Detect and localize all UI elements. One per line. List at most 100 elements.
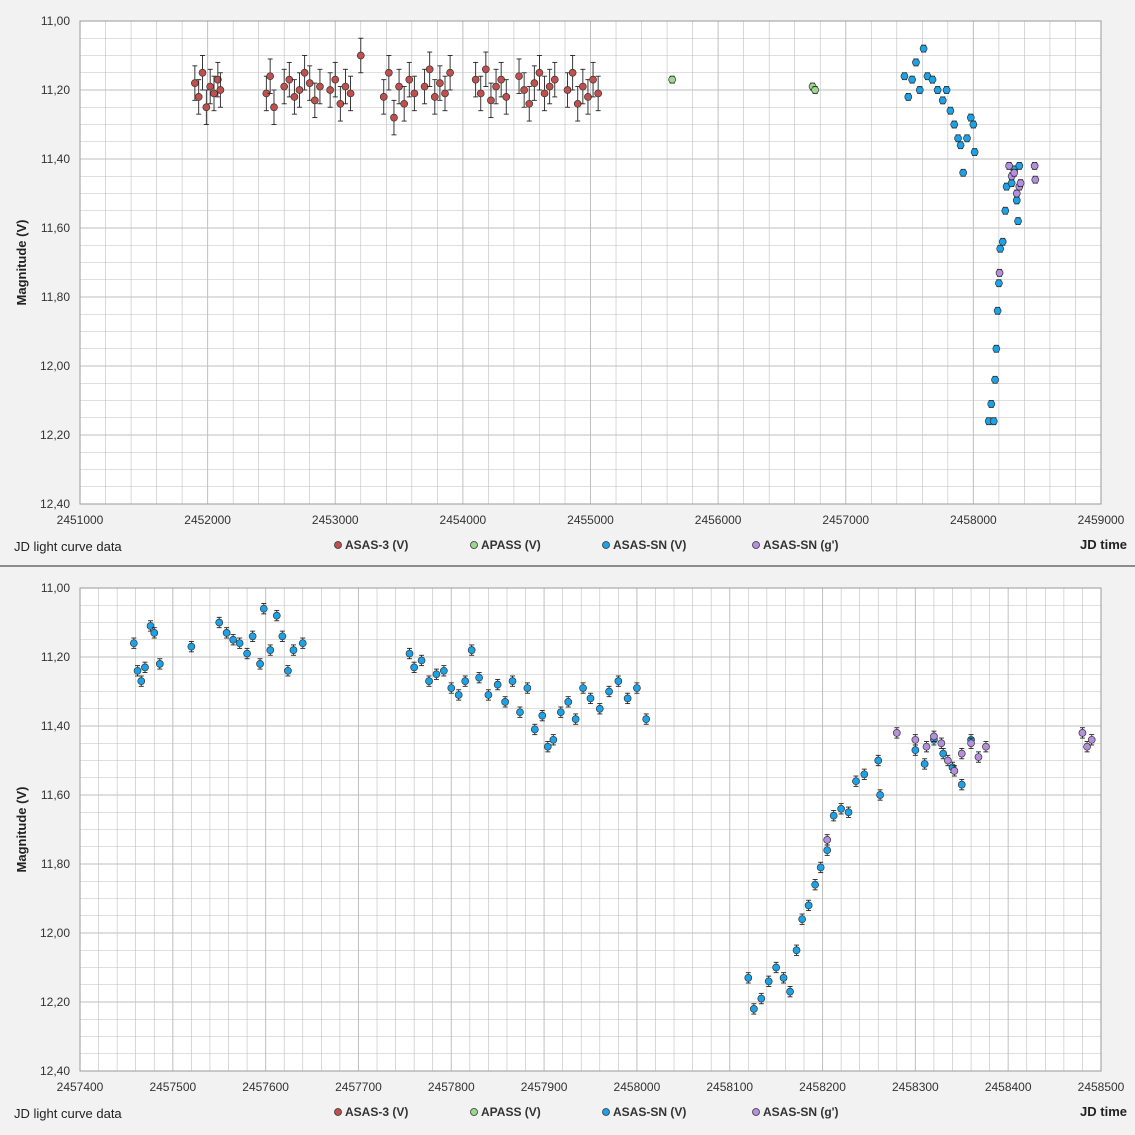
data-point	[1001, 206, 1010, 215]
y-tick-label: 12,20	[40, 428, 70, 442]
data-point	[792, 946, 801, 955]
data-point	[1010, 168, 1019, 177]
data-point	[290, 93, 299, 101]
panel-divider	[0, 565, 1135, 567]
x-axis-label: JD time	[1080, 537, 1127, 552]
light-curve-chart-zoom: 2457400 2457500 2457600 2457700 2457800 24579…	[14, 581, 1127, 1121]
data-point	[439, 666, 448, 675]
x-tick-label: 2452000	[184, 513, 231, 527]
data-point	[995, 279, 1003, 288]
data-point	[326, 86, 334, 94]
data-point	[579, 684, 587, 692]
data-point	[467, 646, 476, 654]
data-point	[966, 113, 975, 122]
data-point	[937, 739, 946, 748]
data-point	[405, 649, 414, 658]
data-point	[844, 808, 853, 817]
data-point	[974, 753, 983, 761]
data-point	[300, 68, 309, 77]
x-tick-label: 2457600	[242, 1080, 289, 1094]
data-point	[523, 684, 532, 692]
legend-marker	[470, 541, 478, 549]
data-point	[198, 68, 207, 77]
data-point	[571, 715, 580, 723]
y-tick-label: 12,00	[40, 359, 70, 373]
data-point	[395, 82, 403, 91]
data-point	[516, 708, 524, 717]
data-point	[668, 75, 677, 84]
data-point	[336, 99, 345, 108]
data-point	[129, 639, 138, 648]
legend-marker	[470, 1108, 478, 1116]
data-point	[284, 666, 292, 675]
chart-panel-top: 2451000 2452000 2453000 2454000 2455000 24560…	[0, 0, 1135, 566]
data-point	[447, 684, 456, 692]
legend-entry: ASAS-SN (g')	[763, 1105, 839, 1119]
data-point	[1012, 196, 1021, 205]
chart-panel-bottom: 2457400 2457500 2457600 2457700 2457800 24579…	[0, 567, 1135, 1135]
series-asas-sn-v-	[900, 44, 1024, 426]
data-point	[798, 915, 806, 924]
x-tick-label: 2453000	[312, 513, 359, 527]
data-point	[998, 237, 1007, 246]
data-point	[939, 749, 948, 758]
data-point	[289, 646, 298, 654]
data-point	[959, 168, 968, 177]
y-tick-label: 11,00	[41, 14, 70, 28]
data-point	[930, 732, 938, 741]
data-point	[563, 86, 572, 94]
x-tick-label: 2457900	[521, 1080, 568, 1094]
data-point	[946, 106, 955, 115]
legend-entry: APASS (V)	[481, 1105, 541, 1119]
data-point	[623, 694, 632, 703]
data-point	[461, 677, 470, 686]
data-point	[633, 684, 641, 692]
data-point	[996, 244, 1005, 253]
data-point	[256, 660, 264, 668]
data-point	[341, 82, 350, 91]
data-point	[811, 86, 819, 94]
data-point	[298, 639, 307, 648]
data-point	[356, 51, 365, 60]
data-point	[568, 68, 577, 77]
legend-entry: ASAS-SN (g')	[763, 538, 839, 552]
x-tick-label: 2458500	[1078, 1080, 1125, 1094]
legend-entry: APASS (V)	[481, 538, 541, 552]
data-point	[331, 75, 340, 84]
data-point	[957, 749, 966, 758]
data-point	[1087, 735, 1096, 744]
data-point	[594, 89, 603, 98]
data-point	[967, 739, 975, 748]
data-point	[970, 148, 979, 156]
data-point	[270, 103, 278, 112]
x-tick-label: 2459000	[1078, 513, 1125, 527]
data-point	[860, 770, 869, 779]
data-point	[578, 82, 587, 91]
data-point	[248, 632, 257, 641]
data-point	[614, 677, 623, 686]
data-point	[1083, 742, 1091, 751]
data-point	[430, 93, 439, 101]
data-point	[508, 677, 517, 686]
data-point	[432, 670, 441, 679]
series-asas-sn-g-	[995, 161, 1040, 277]
y-axis-label: Magnitude (V)	[14, 220, 29, 306]
data-point	[804, 901, 813, 910]
x-tick-label: 2457700	[335, 1080, 382, 1094]
data-point	[900, 72, 909, 81]
data-point	[530, 725, 539, 734]
y-tick-label: 11,20	[41, 83, 70, 97]
data-point	[235, 639, 244, 648]
data-point	[969, 120, 978, 129]
data-point	[487, 96, 495, 105]
x-tick-label: 2457500	[149, 1080, 196, 1094]
chart-title: JD light curve data	[14, 539, 122, 554]
data-point	[837, 804, 845, 813]
data-point	[904, 93, 913, 101]
data-point	[642, 715, 651, 723]
plot-border	[79, 587, 1102, 1072]
legend-entry: ASAS-SN (V)	[613, 538, 686, 552]
data-point	[501, 698, 509, 706]
data-point	[410, 663, 418, 672]
data-point	[950, 120, 959, 129]
